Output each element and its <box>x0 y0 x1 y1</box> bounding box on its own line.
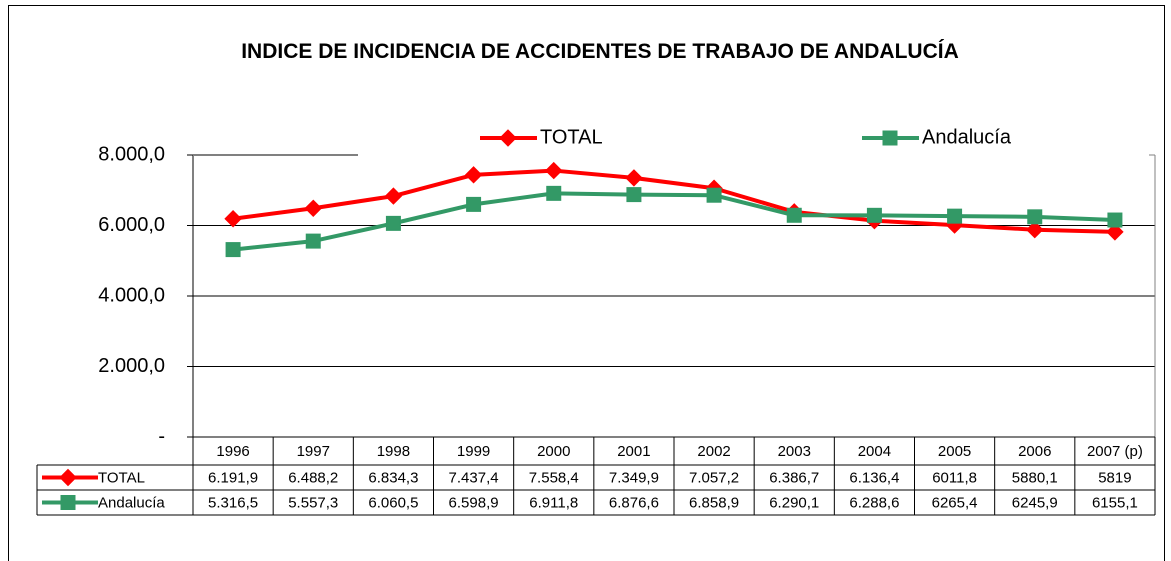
data-point <box>385 215 401 231</box>
data-point <box>1027 209 1043 225</box>
x-tick-label: 1999 <box>457 443 490 460</box>
table-value: 7.437,4 <box>449 469 499 486</box>
y-tick-label: 6.000,0 <box>98 214 165 236</box>
x-tick-label: 2003 <box>778 443 811 460</box>
legend-key-marker <box>60 495 76 510</box>
x-tick-label: 1998 <box>377 443 410 460</box>
x-tick-label: 1997 <box>297 443 330 460</box>
x-tick-label: 2007 (p) <box>1087 443 1143 460</box>
table-value: 6.598,9 <box>449 494 499 511</box>
x-tick-label: 2004 <box>858 443 891 460</box>
y-tick-label: - <box>158 425 165 447</box>
y-tick-label: 8.000,0 <box>98 143 165 165</box>
table-value: 6155,1 <box>1092 494 1138 511</box>
x-tick-label: 2006 <box>1018 443 1051 460</box>
table-value: 6.876,6 <box>609 494 659 511</box>
legend-marker <box>882 130 898 146</box>
data-point <box>225 242 241 258</box>
table-value: 5.316,5 <box>208 494 258 511</box>
table-value: 6.060,5 <box>368 494 418 511</box>
table-value: 6265,4 <box>932 494 978 511</box>
data-point <box>1107 212 1123 228</box>
data-point <box>947 208 963 224</box>
table-value: 5819 <box>1098 469 1131 486</box>
table-value: 5.557,3 <box>288 494 338 511</box>
table-value: 6.136,4 <box>849 469 899 486</box>
series-line <box>232 168 1115 234</box>
table-value: 6.488,2 <box>288 469 338 486</box>
data-point <box>1026 221 1044 239</box>
data-point <box>384 187 403 205</box>
x-tick-label: 2001 <box>617 443 650 460</box>
table-value: 6245,9 <box>1012 494 1058 511</box>
data-point <box>1106 223 1124 241</box>
x-tick-label: 2005 <box>938 443 971 460</box>
table-value: 7.558,4 <box>529 469 579 486</box>
table-value: 6.290,1 <box>769 494 819 511</box>
table-value: 6.834,3 <box>368 469 418 486</box>
table-value: 6011,8 <box>932 469 977 486</box>
table-value: 5880,1 <box>1012 469 1058 486</box>
data-point <box>305 233 321 249</box>
data-point <box>866 207 882 223</box>
table-value: 7.349,9 <box>609 469 659 486</box>
legend-label: Andalucía <box>922 126 1012 148</box>
chart-title: INDICE DE INCIDENCIA DE ACCIDENTES DE TR… <box>241 40 959 63</box>
series-line <box>232 191 1115 252</box>
data-point <box>224 210 242 228</box>
x-tick-label: 2002 <box>697 443 730 460</box>
data-point <box>545 161 563 180</box>
table-row-label: Andalucía <box>98 494 165 511</box>
table-row-label: TOTAL <box>98 469 145 486</box>
legend-marker <box>499 129 517 147</box>
data-point <box>466 196 482 212</box>
table-value: 7.057,2 <box>689 469 739 486</box>
legend-label: TOTAL <box>540 126 603 148</box>
table-value: 6.858,9 <box>689 494 739 511</box>
data-point <box>706 187 722 203</box>
data-point <box>626 187 642 203</box>
table-value: 6.191,9 <box>208 469 258 486</box>
chart-border <box>8 5 1165 561</box>
data-point <box>304 199 322 217</box>
data-point <box>786 207 802 223</box>
table-value: 6.911,8 <box>529 494 578 511</box>
data-point <box>546 185 562 201</box>
data-point <box>464 166 483 184</box>
y-tick-label: 2.000,0 <box>98 355 165 377</box>
table-value: 6.288,6 <box>849 494 899 511</box>
table-value: 6.386,7 <box>769 469 819 486</box>
x-tick-label: 1996 <box>216 443 249 460</box>
x-tick-label: 2000 <box>537 443 570 460</box>
y-tick-label: 4.000,0 <box>98 284 165 306</box>
legend-key-marker <box>59 468 77 487</box>
data-point <box>625 169 643 187</box>
